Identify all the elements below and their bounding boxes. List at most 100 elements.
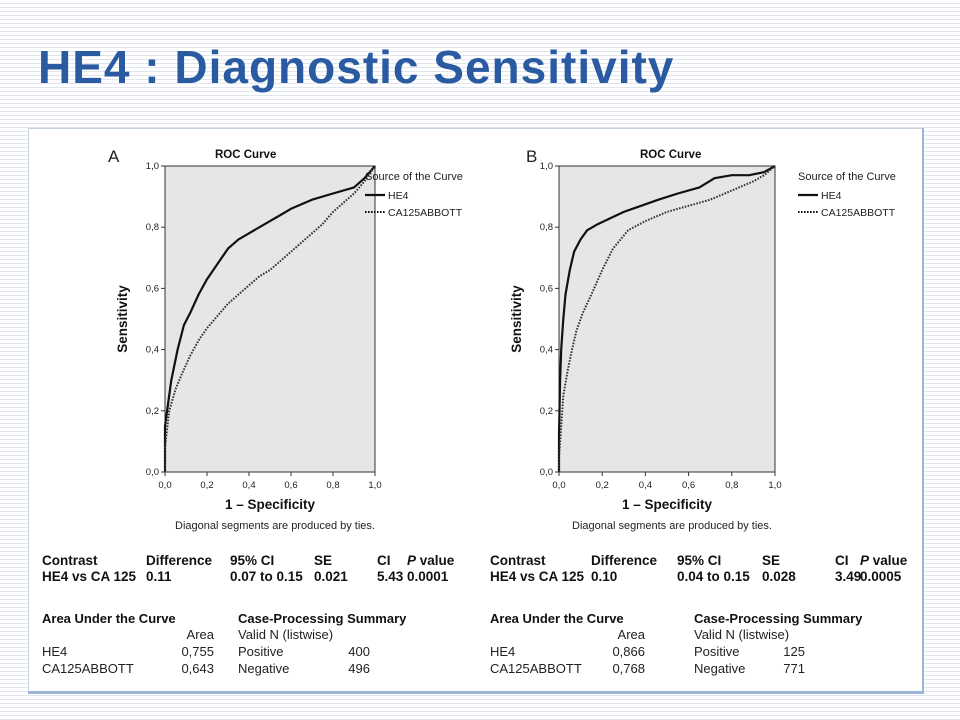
x-tick-label: 0,8 — [725, 480, 738, 491]
stats-cell: 0.11 — [146, 569, 172, 584]
auc-value: 0,755 — [181, 644, 214, 659]
series-line-he4 — [557, 165, 776, 472]
y-tick-label: 0,0 — [146, 467, 159, 478]
stats-cell: 0.028 — [762, 569, 796, 584]
stats-cell: 0.04 to 0.15 — [677, 569, 750, 584]
stats-cell: 5.43 — [377, 569, 404, 584]
roc-figure: A ROC Curve 0,0 0,2 0,4 0,6 0,8 1,0 0,0 0,2 0,4 0,6… — [42, 147, 908, 676]
auc-column-header: Area — [618, 627, 646, 642]
auc-title: Area Under the Curve — [42, 611, 176, 626]
y-axis-label: Sensitivity — [115, 285, 130, 353]
auc-row-label: CA125ABBOTT — [42, 661, 134, 676]
auc-table: Area Under the Curve Area HE4 0,755 CA125ABB… — [42, 611, 215, 676]
series-line-ca125abbott — [164, 165, 376, 472]
x-tick-label: 0,2 — [200, 480, 213, 491]
x-tick-label: 1,0 — [368, 480, 381, 491]
cases-value: 771 — [783, 661, 805, 676]
stats-cell: 0.0005 — [860, 569, 902, 584]
stats-header: 95% CI — [677, 553, 721, 568]
stats-header: SE — [314, 553, 332, 568]
y-axis-label: Sensitivity — [509, 285, 524, 353]
roc-panel-a: A ROC Curve 0,0 0,2 0,4 0,6 0,8 1,0 0,0 0,2 0,4 0,6… — [42, 147, 463, 676]
roc-panel-b: B ROC Curve 0,0 0,2 0,4 0,6 0,8 1,0 0,0 0,2 0,4 0,6… — [490, 147, 908, 676]
x-tick-label: 0,6 — [682, 480, 695, 491]
legend-label: HE4 — [821, 190, 842, 202]
stats-cell: 0.10 — [591, 569, 617, 584]
y-tick-label: 0,2 — [540, 406, 553, 417]
y-tick-label: 0,4 — [146, 345, 159, 356]
auc-row-label: HE4 — [42, 644, 67, 659]
stats-cell: 3.49 — [835, 569, 861, 584]
auc-value: 0,643 — [181, 661, 214, 676]
contrast-table: Contrast Difference 95% CI SE CI P value HE4 v… — [490, 553, 908, 584]
stats-cell: 0.021 — [314, 569, 348, 584]
legend-label: CA125ABBOTT — [821, 207, 896, 219]
series-line-ca125abbott — [558, 165, 776, 472]
cases-title: Case-Processing Summary — [238, 611, 407, 626]
auc-value: 0,866 — [612, 644, 645, 659]
cases-row-label: Positive — [238, 644, 284, 659]
x-tick-label: 0,8 — [326, 480, 339, 491]
cases-title: Case-Processing Summary — [694, 611, 863, 626]
stats-cell: 0.07 to 0.15 — [230, 569, 303, 584]
auc-title: Area Under the Curve — [490, 611, 624, 626]
x-tick-label: 1,0 — [768, 480, 781, 491]
stats-cell: HE4 vs CA 125 — [490, 569, 585, 584]
figure-border-bottom — [28, 691, 924, 694]
cases-value: 125 — [783, 644, 805, 659]
chart-title: ROC Curve — [640, 149, 701, 161]
slide-title: HE4 : Diagnostic Sensitivity — [38, 41, 675, 93]
auc-row-label: HE4 — [490, 644, 515, 659]
stats-header: P value — [860, 553, 908, 568]
stats-header: Contrast — [490, 553, 546, 568]
legend-title: Source of the Curve — [798, 171, 896, 183]
stats-header: 95% CI — [230, 553, 274, 568]
stats-header: CI — [835, 553, 849, 568]
panel-letter: A — [108, 147, 120, 166]
x-tick-label: 0,6 — [284, 480, 297, 491]
chart-footnote: Diagonal segments are produced by ties. — [175, 520, 375, 532]
cases-row-label: Positive — [694, 644, 740, 659]
figure-border-left — [28, 128, 29, 694]
stats-header: CI — [377, 553, 391, 568]
chart-legend: Source of the Curve HE4 CA125ABBOTT — [798, 171, 896, 219]
cases-value: 496 — [348, 661, 370, 676]
plot-area — [164, 165, 376, 473]
legend-label: CA125ABBOTT — [388, 207, 463, 219]
x-axis-label: 1 – Specificity — [225, 497, 316, 512]
x-tick-label: 0,2 — [596, 480, 609, 491]
y-tick-label: 0,2 — [146, 406, 159, 417]
stats-cell: 0.0001 — [407, 569, 449, 584]
stats-header: Difference — [591, 553, 658, 568]
x-tick-label: 0,4 — [242, 480, 255, 491]
x-axis-label: 1 – Specificity — [622, 497, 713, 512]
panel-letter: B — [526, 147, 537, 166]
stats-header: P value — [407, 553, 455, 568]
chart-footnote: Diagonal segments are produced by ties. — [572, 520, 772, 532]
stats-header: Contrast — [42, 553, 98, 568]
y-tick-label: 0,6 — [540, 283, 553, 294]
stats-header: Difference — [146, 553, 213, 568]
auc-row-label: CA125ABBOTT — [490, 661, 582, 676]
stats-header: SE — [762, 553, 780, 568]
y-tick-label: 0,8 — [540, 222, 553, 233]
cases-row-label: Negative — [238, 661, 289, 676]
x-tick-label: 0,0 — [158, 480, 171, 491]
cases-value: 400 — [348, 644, 370, 659]
legend-title: Source of the Curve — [365, 171, 463, 183]
figure-border-top — [28, 128, 924, 129]
legend-label: HE4 — [388, 190, 409, 202]
auc-value: 0,768 — [612, 661, 645, 676]
x-tick-label: 0,4 — [639, 480, 652, 491]
x-tick-label: 0,0 — [552, 480, 565, 491]
cases-column-header: Valid N (listwise) — [694, 627, 789, 642]
stats-cell: HE4 vs CA 125 — [42, 569, 137, 584]
chart-title: ROC Curve — [215, 149, 276, 161]
figure-border-right — [922, 128, 924, 694]
y-tick-label: 1,0 — [146, 161, 159, 172]
auc-column-header: Area — [187, 627, 215, 642]
figure-panel: A ROC Curve 0,0 0,2 0,4 0,6 0,8 1,0 0,0 0,2 0,4 0,6… — [28, 128, 924, 694]
